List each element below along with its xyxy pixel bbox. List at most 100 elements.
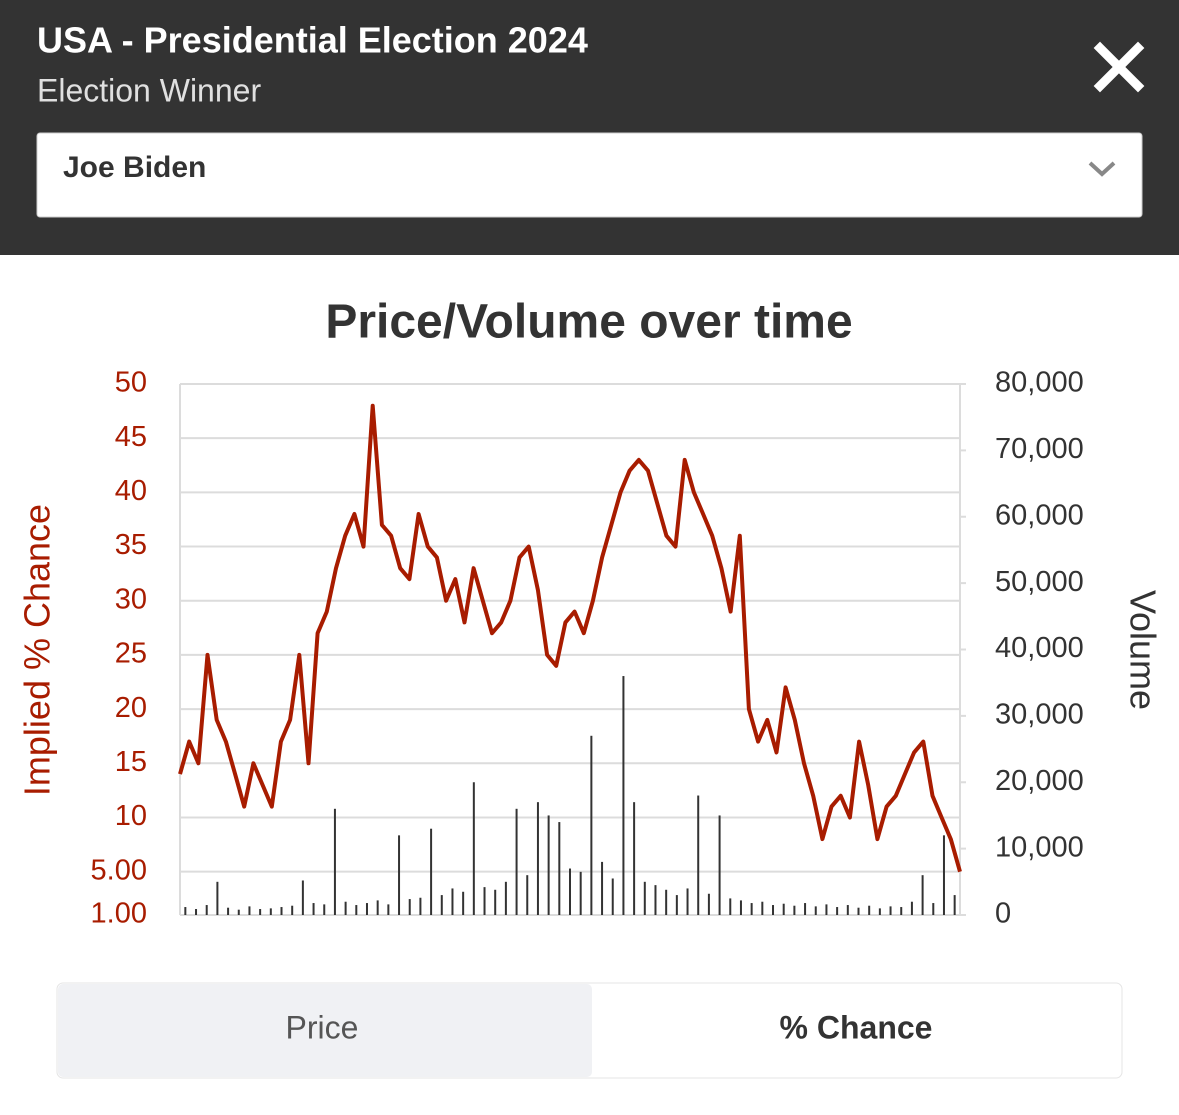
volume-bar bbox=[184, 907, 187, 915]
volume-bar bbox=[942, 835, 945, 915]
volume-bar bbox=[793, 905, 796, 915]
volume-bar bbox=[665, 889, 668, 915]
volume-bar bbox=[291, 905, 294, 915]
y2-tick-label: 40,000 bbox=[995, 632, 1084, 664]
volume-bar bbox=[462, 891, 465, 915]
chart-title: Price/Volume over time bbox=[325, 296, 852, 349]
volume-bar bbox=[921, 875, 924, 915]
volume-bar bbox=[601, 861, 604, 915]
volume-bar bbox=[750, 903, 753, 915]
volume-bar bbox=[355, 905, 358, 915]
header-title: USA - Presidential Election 2024 bbox=[37, 20, 588, 61]
volume-bar bbox=[526, 875, 529, 915]
volume-bar bbox=[643, 881, 646, 915]
selector-value: Joe Biden bbox=[63, 151, 206, 184]
volume-bar bbox=[718, 815, 721, 915]
volume-bar bbox=[932, 903, 935, 915]
volume-bar bbox=[889, 906, 892, 915]
volume-bar bbox=[825, 904, 828, 915]
volume-bar bbox=[814, 906, 817, 915]
selector[interactable] bbox=[36, 132, 1143, 218]
volume-bar bbox=[547, 815, 550, 915]
volume-bar bbox=[900, 907, 903, 915]
tab-label: Price bbox=[286, 1009, 359, 1045]
volume-bar bbox=[707, 893, 710, 915]
volume-bar bbox=[910, 901, 913, 915]
volume-bar bbox=[237, 909, 240, 915]
volume-bar bbox=[472, 782, 475, 915]
volume-bar bbox=[408, 899, 411, 915]
chance-line bbox=[178, 403, 962, 873]
volume-bar bbox=[569, 868, 571, 915]
y-tick-label: 20 bbox=[115, 692, 147, 724]
volume-bar bbox=[772, 905, 775, 915]
volume-bar bbox=[782, 903, 785, 915]
volume-bar bbox=[686, 888, 689, 915]
volume-bar bbox=[387, 904, 390, 915]
volume-bar bbox=[248, 906, 251, 915]
tab-label: % Chance bbox=[780, 1009, 933, 1045]
volume-bar bbox=[878, 908, 881, 915]
volume-bar bbox=[227, 907, 230, 915]
volume-bar bbox=[558, 822, 561, 915]
y-tick-label: 45 bbox=[115, 421, 147, 453]
volume-bar bbox=[195, 909, 198, 915]
y2-tick-label: 80,000 bbox=[995, 367, 1084, 399]
volume-bar bbox=[697, 795, 700, 915]
y-tick-label: 10 bbox=[115, 800, 147, 832]
volume-bar bbox=[654, 885, 657, 915]
volume-bar bbox=[515, 808, 518, 915]
volume-bar bbox=[344, 901, 347, 915]
y2-tick-label: 30,000 bbox=[995, 699, 1084, 731]
volume-bar bbox=[205, 905, 208, 915]
volume-bar bbox=[761, 901, 764, 915]
volume-bar bbox=[579, 871, 582, 915]
y2-tick-label: 10,000 bbox=[995, 831, 1084, 863]
volume-bar bbox=[504, 881, 507, 915]
volume-bar bbox=[216, 881, 219, 915]
volume-bar bbox=[376, 900, 379, 915]
volume-bar bbox=[804, 903, 807, 915]
volume-bar bbox=[312, 903, 315, 915]
y-axis-title: Implied % Chance bbox=[17, 504, 58, 796]
volume-bar bbox=[430, 828, 433, 915]
y-tick-label: 15 bbox=[115, 746, 147, 778]
tab-price[interactable] bbox=[58, 984, 592, 1077]
volume-bar bbox=[440, 895, 443, 915]
volume-bar bbox=[269, 908, 272, 915]
volume-bar bbox=[590, 735, 593, 915]
volume-bar bbox=[494, 889, 497, 915]
y-tick-label: 40 bbox=[115, 475, 147, 507]
volume-bar bbox=[633, 802, 636, 915]
y-tick-label: 5.00 bbox=[91, 854, 147, 886]
y2-tick-label: 60,000 bbox=[995, 499, 1084, 531]
volume-bar bbox=[953, 895, 956, 915]
volume-bar bbox=[483, 887, 486, 915]
y2-tick-label: 20,000 bbox=[995, 765, 1084, 797]
volume-bar bbox=[846, 905, 849, 915]
volume-bar bbox=[622, 676, 625, 915]
y2-axis-title: Volume bbox=[1122, 590, 1163, 710]
y-tick-label: 1.00 bbox=[91, 898, 147, 930]
volume-bar bbox=[398, 835, 401, 915]
volume-bar bbox=[333, 808, 336, 915]
header-subtitle: Election Winner bbox=[37, 72, 261, 108]
volume-bar bbox=[451, 888, 454, 915]
y2-tick-label: 50,000 bbox=[995, 566, 1084, 598]
volume-bar bbox=[675, 895, 678, 915]
y2-tick-label: 0 bbox=[995, 898, 1011, 930]
volume-bar bbox=[836, 907, 839, 915]
volume-bar bbox=[868, 905, 871, 915]
volume-bar bbox=[739, 900, 742, 915]
chevron bbox=[1088, 161, 1116, 177]
y-tick-label: 25 bbox=[115, 638, 147, 670]
y-tick-label: 50 bbox=[115, 367, 147, 399]
volume-bar bbox=[323, 904, 326, 915]
close-button[interactable] bbox=[1093, 41, 1145, 93]
volume-bar bbox=[301, 880, 304, 915]
y-tick-label: 30 bbox=[115, 583, 147, 615]
volume-bar bbox=[259, 909, 262, 915]
volume-bar bbox=[611, 878, 614, 915]
volume-bar bbox=[536, 802, 539, 915]
